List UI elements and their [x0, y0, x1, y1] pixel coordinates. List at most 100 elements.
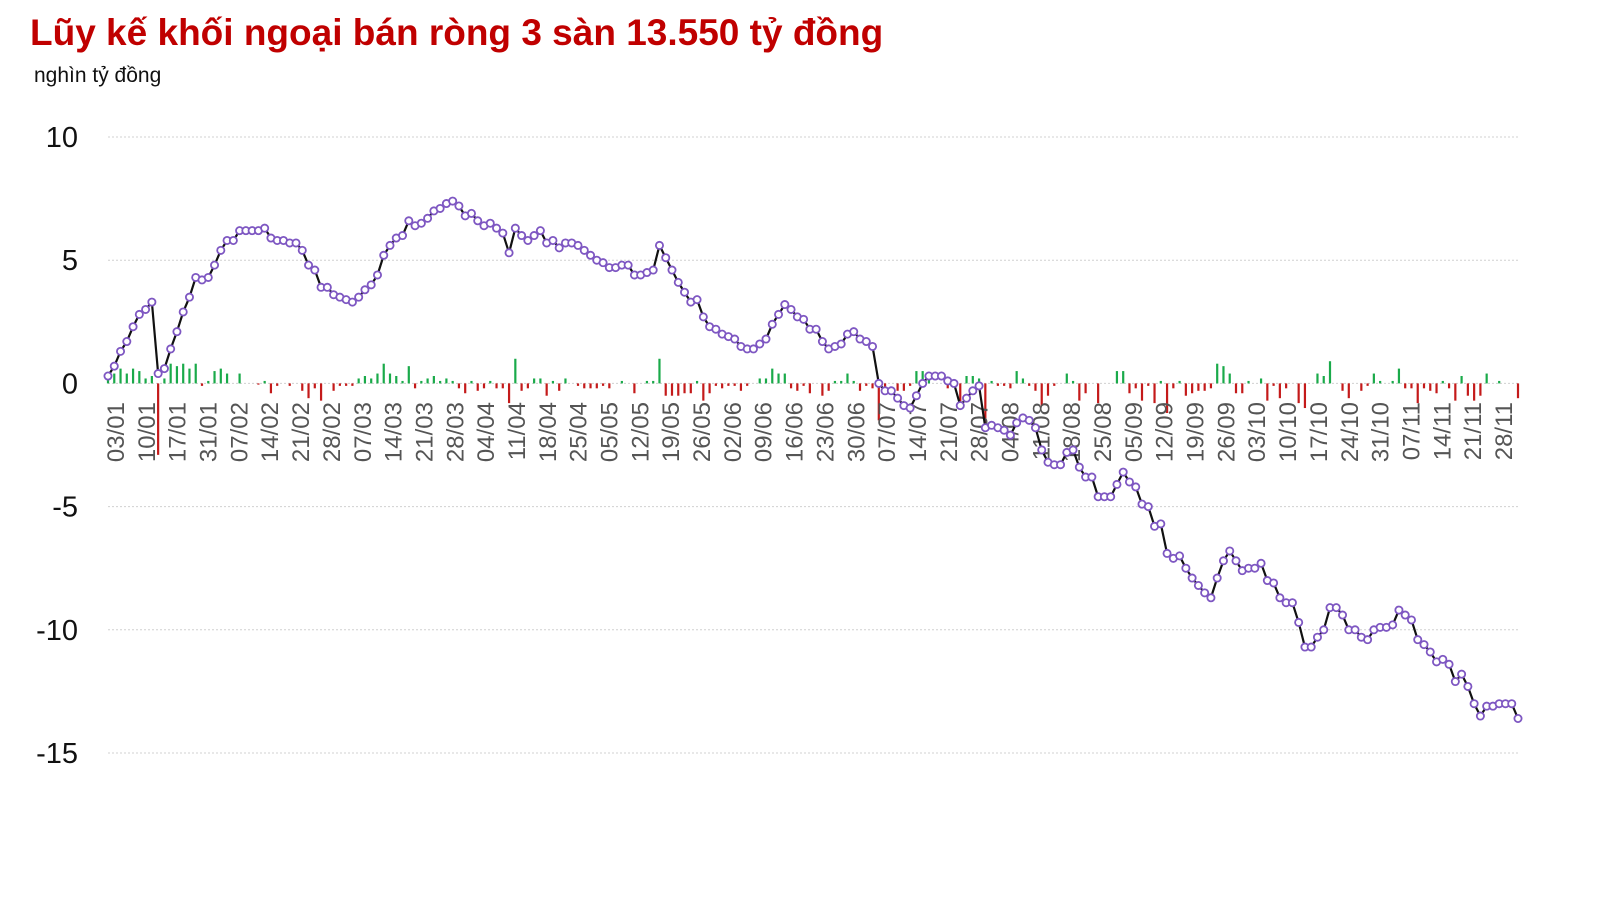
daily-net-bar: [1341, 383, 1344, 391]
data-point: [654, 240, 664, 250]
daily-net-bar: [1003, 383, 1006, 386]
daily-net-bar: [1222, 366, 1225, 384]
daily-net-bar: [746, 383, 749, 386]
x-tick-label: 02/06: [720, 402, 747, 462]
y-tick-label: 10: [46, 122, 78, 154]
data-point: [216, 245, 226, 255]
daily-net-bar: [288, 383, 291, 386]
daily-net-bar: [1165, 383, 1169, 413]
data-point: [529, 231, 539, 241]
daily-net-bar: [157, 383, 160, 455]
data-point: [360, 285, 370, 295]
x-tick-label: 18/04: [535, 402, 562, 462]
daily-net-bar: [1278, 383, 1281, 399]
data-point: [1218, 556, 1228, 566]
daily-net-bar: [558, 383, 561, 391]
data-point: [1438, 654, 1448, 664]
daily-net-bar: [1303, 383, 1307, 409]
data-point: [1338, 610, 1348, 620]
x-tick-label: 21/02: [288, 402, 315, 462]
daily-net-bar: [1140, 383, 1144, 401]
data-point: [911, 391, 921, 401]
data-point: [159, 364, 169, 374]
data-point: [1056, 460, 1066, 470]
daily-net-bar: [1498, 380, 1501, 384]
daily-net-bar: [269, 383, 273, 394]
data-point: [347, 297, 357, 307]
daily-net-bar: [313, 383, 316, 389]
y-axis-unit-label: nghìn tỷ đồng: [34, 64, 162, 87]
daily-net-bar: [1259, 378, 1263, 384]
data-point: [517, 231, 527, 241]
daily-net-bar: [1216, 363, 1219, 384]
x-tick-label: 05/05: [597, 402, 624, 462]
daily-net-bar: [564, 378, 567, 384]
data-point: [955, 401, 965, 411]
daily-net-bar: [739, 383, 743, 391]
daily-net-bar: [1391, 380, 1394, 384]
daily-net-bar: [670, 383, 674, 396]
daily-net-bar: [413, 383, 417, 389]
daily-net-bar: [1021, 378, 1025, 384]
daily-net-bar: [1404, 383, 1407, 389]
data-point: [372, 270, 382, 280]
data-point: [755, 339, 765, 349]
data-point: [667, 265, 677, 275]
data-point: [1181, 563, 1191, 573]
x-tick-label: 21/03: [411, 402, 438, 462]
daily-net-bar: [401, 380, 404, 384]
daily-net-bar: [821, 383, 824, 396]
data-point: [680, 287, 690, 297]
daily-net-bar: [645, 380, 649, 384]
daily-net-bar: [1184, 383, 1187, 396]
x-tick-label: 30/06: [843, 402, 870, 462]
x-tick-label: 12/05: [627, 402, 654, 462]
data-point: [103, 371, 113, 381]
daily-net-bar: [1172, 383, 1175, 389]
data-point: [109, 361, 119, 371]
daily-net-bar: [420, 380, 423, 384]
daily-net-bar: [783, 373, 786, 384]
daily-net-bar: [200, 383, 204, 386]
daily-net-bar: [727, 383, 730, 386]
x-tick-label: 14/03: [381, 402, 408, 462]
data-point: [730, 334, 740, 344]
daily-net-bar: [601, 383, 605, 386]
daily-net-bar: [514, 358, 517, 384]
data-point: [128, 322, 138, 332]
data-point: [698, 312, 708, 322]
daily-net-bar: [1159, 380, 1162, 384]
data-point: [673, 277, 683, 287]
data-point: [1256, 558, 1266, 568]
data-point: [1425, 647, 1435, 657]
data-point: [498, 228, 508, 238]
daily-net-bar: [426, 378, 429, 384]
y-tick-label: 5: [62, 245, 78, 277]
data-point: [203, 272, 213, 282]
daily-net-bar: [1053, 383, 1056, 386]
data-point: [141, 304, 151, 314]
x-tick-label: 07/03: [350, 402, 377, 462]
x-tick-label: 07/07: [874, 402, 901, 462]
daily-net-bar: [1241, 383, 1244, 394]
daily-net-bar: [501, 383, 504, 389]
daily-net-bar: [464, 383, 467, 394]
data-point: [861, 337, 871, 347]
data-point: [147, 297, 157, 307]
daily-net-bar: [345, 383, 348, 386]
daily-net-bar: [733, 383, 736, 386]
daily-net-bar: [1454, 383, 1457, 401]
daily-net-bar: [1460, 376, 1463, 384]
daily-net-bar: [1234, 383, 1238, 394]
daily-net-bar: [1071, 380, 1075, 384]
data-point: [1250, 563, 1260, 573]
daily-net-bar: [163, 378, 166, 384]
data-point: [1319, 625, 1329, 635]
data-point: [1269, 578, 1279, 588]
daily-net-bar: [695, 380, 699, 384]
data-point: [817, 337, 827, 347]
daily-net-bar: [301, 383, 304, 391]
data-point: [586, 250, 596, 260]
data-point: [1513, 714, 1523, 724]
daily-net-bar: [1203, 383, 1206, 391]
